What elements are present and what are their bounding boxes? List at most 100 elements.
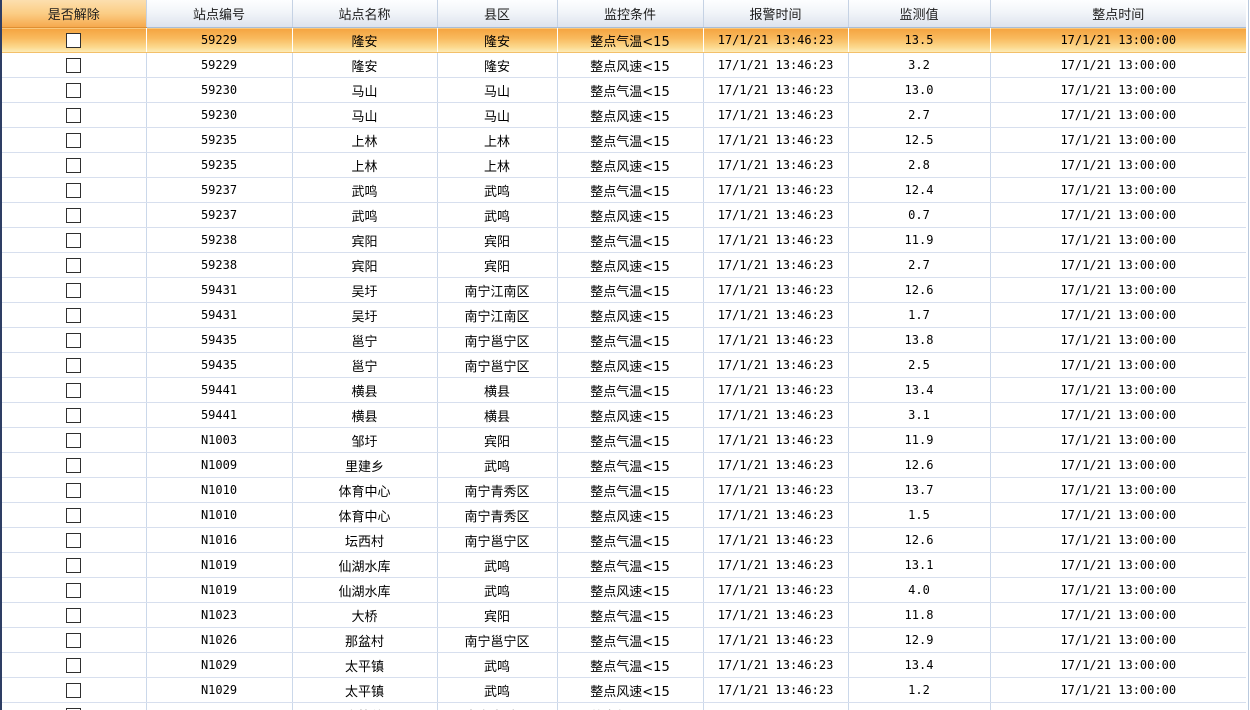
- station-name-cell: 马山: [292, 102, 438, 128]
- release-checkbox[interactable]: [66, 457, 82, 473]
- station-name-cell: 马山: [292, 77, 438, 103]
- table-row[interactable]: 59230 马山 马山 整点气温<15 17/1/21 13:46:23 13.…: [2, 77, 1246, 103]
- release-checkbox[interactable]: [66, 57, 82, 73]
- district-cell: 武鸣: [437, 452, 558, 478]
- hour-time-cell: 17/1/21 13:00:00: [990, 552, 1246, 578]
- release-checkbox[interactable]: [66, 82, 82, 98]
- release-checkbox[interactable]: [66, 507, 82, 523]
- release-cell: [2, 277, 147, 303]
- release-checkbox[interactable]: [66, 707, 82, 710]
- station-id-cell: N1039: [146, 702, 293, 710]
- release-checkbox[interactable]: [66, 382, 82, 398]
- table-row[interactable]: N1039 高箭外 南宁青秀区 整点气温<15 17/1/21 13:46:23…: [2, 702, 1246, 710]
- release-checkbox[interactable]: [66, 257, 82, 273]
- release-cell: [2, 702, 147, 710]
- release-checkbox[interactable]: [66, 632, 82, 648]
- release-checkbox[interactable]: [66, 207, 82, 223]
- release-checkbox[interactable]: [66, 607, 82, 623]
- station-name-cell: 宾阳: [292, 252, 438, 278]
- table-row[interactable]: N1010 体育中心 南宁青秀区 整点气温<15 17/1/21 13:46:2…: [2, 477, 1246, 503]
- release-checkbox[interactable]: [66, 532, 82, 548]
- release-checkbox[interactable]: [66, 307, 82, 323]
- column-header-alarm-time[interactable]: 报警时间: [703, 0, 849, 28]
- table-row[interactable]: 59235 上林 上林 整点风速<15 17/1/21 13:46:23 2.8…: [2, 152, 1246, 178]
- table-row[interactable]: N1010 体育中心 南宁青秀区 整点风速<15 17/1/21 13:46:2…: [2, 502, 1246, 528]
- table-row[interactable]: 59229 隆安 隆安 整点风速<15 17/1/21 13:46:23 3.2…: [2, 52, 1246, 78]
- table-row[interactable]: N1029 太平镇 武鸣 整点气温<15 17/1/21 13:46:23 13…: [2, 652, 1246, 678]
- district-cell: 南宁江南区: [437, 302, 558, 328]
- district-cell: 武鸣: [437, 652, 558, 678]
- table-row[interactable]: N1019 仙湖水库 武鸣 整点气温<15 17/1/21 13:46:23 1…: [2, 552, 1246, 578]
- table-row[interactable]: 59441 横县 横县 整点风速<15 17/1/21 13:46:23 3.1…: [2, 402, 1246, 428]
- release-checkbox[interactable]: [66, 332, 82, 348]
- station-name-cell: 太平镇: [292, 652, 438, 678]
- table-row[interactable]: N1016 坛西村 南宁邕宁区 整点气温<15 17/1/21 13:46:23…: [2, 527, 1246, 553]
- value-cell: 2.8: [848, 152, 991, 178]
- table-row[interactable]: 59435 邕宁 南宁邕宁区 整点气温<15 17/1/21 13:46:23 …: [2, 327, 1246, 353]
- column-header-hour-time[interactable]: 整点时间: [990, 0, 1246, 28]
- column-header-release[interactable]: 是否解除: [2, 0, 147, 28]
- release-checkbox[interactable]: [66, 557, 82, 573]
- release-checkbox[interactable]: [66, 182, 82, 198]
- table-row[interactable]: N1023 大桥 宾阳 整点气温<15 17/1/21 13:46:23 11.…: [2, 602, 1246, 628]
- alarm-time-cell: 17/1/21 13:46:23: [703, 527, 849, 553]
- alarm-time-cell: 17/1/21 13:46:23: [703, 302, 849, 328]
- release-checkbox[interactable]: [66, 107, 82, 123]
- table-row[interactable]: 59238 宾阳 宾阳 整点气温<15 17/1/21 13:46:23 11.…: [2, 227, 1246, 253]
- table-row[interactable]: 59237 武鸣 武鸣 整点风速<15 17/1/21 13:46:23 0.7…: [2, 202, 1246, 228]
- table-row[interactable]: 59235 上林 上林 整点气温<15 17/1/21 13:46:23 12.…: [2, 127, 1246, 153]
- alarm-time-cell: 17/1/21 13:46:23: [703, 402, 849, 428]
- district-cell: 武鸣: [437, 202, 558, 228]
- table-row[interactable]: 59441 横县 横县 整点气温<15 17/1/21 13:46:23 13.…: [2, 377, 1246, 403]
- alarm-time-cell: 17/1/21 13:46:23: [703, 427, 849, 453]
- table-row[interactable]: N1009 里建乡 武鸣 整点气温<15 17/1/21 13:46:23 12…: [2, 452, 1246, 478]
- station-id-cell: 59237: [146, 202, 293, 228]
- release-checkbox[interactable]: [66, 657, 82, 673]
- station-name-cell: 体育中心: [292, 477, 438, 503]
- station-id-cell: 59431: [146, 277, 293, 303]
- header-row: 是否解除 站点编号 站点名称 县区 监控条件 报警时间 监测值 整点时间: [2, 0, 1246, 28]
- district-cell: 横县: [437, 377, 558, 403]
- table-row[interactable]: 59230 马山 马山 整点风速<15 17/1/21 13:46:23 2.7…: [2, 102, 1246, 128]
- release-checkbox[interactable]: [66, 132, 82, 148]
- release-checkbox[interactable]: [66, 682, 82, 698]
- station-id-cell: 59441: [146, 377, 293, 403]
- condition-cell: 整点风速<15: [557, 102, 704, 128]
- district-cell: 南宁江南区: [437, 277, 558, 303]
- table-row[interactable]: N1019 仙湖水库 武鸣 整点风速<15 17/1/21 13:46:23 4…: [2, 577, 1246, 603]
- table-row[interactable]: 59237 武鸣 武鸣 整点气温<15 17/1/21 13:46:23 12.…: [2, 177, 1246, 203]
- release-checkbox[interactable]: [66, 407, 82, 423]
- table-row[interactable]: 59435 邕宁 南宁邕宁区 整点风速<15 17/1/21 13:46:23 …: [2, 352, 1246, 378]
- district-cell: 宾阳: [437, 602, 558, 628]
- release-cell: [2, 552, 147, 578]
- release-checkbox[interactable]: [66, 32, 82, 48]
- table-row[interactable]: N1026 那盆村 南宁邕宁区 整点气温<15 17/1/21 13:46:23…: [2, 627, 1246, 653]
- release-checkbox[interactable]: [66, 432, 82, 448]
- station-name-cell: 邹圩: [292, 427, 438, 453]
- condition-cell: 整点气温<15: [557, 627, 704, 653]
- release-checkbox[interactable]: [66, 282, 82, 298]
- column-header-station-id[interactable]: 站点编号: [146, 0, 293, 28]
- column-header-district[interactable]: 县区: [437, 0, 558, 28]
- table-row[interactable]: 59238 宾阳 宾阳 整点风速<15 17/1/21 13:46:23 2.7…: [2, 252, 1246, 278]
- condition-cell: 整点风速<15: [557, 302, 704, 328]
- release-checkbox[interactable]: [66, 157, 82, 173]
- column-header-station-name[interactable]: 站点名称: [292, 0, 438, 28]
- value-cell: 13.4: [848, 702, 991, 710]
- district-cell: 南宁青秀区: [437, 477, 558, 503]
- release-cell: [2, 202, 147, 228]
- table-row[interactable]: 59431 吴圩 南宁江南区 整点气温<15 17/1/21 13:46:23 …: [2, 277, 1246, 303]
- condition-cell: 整点气温<15: [557, 177, 704, 203]
- table-row[interactable]: 59229 隆安 隆安 整点气温<15 17/1/21 13:46:23 13.…: [2, 27, 1246, 53]
- release-checkbox[interactable]: [66, 482, 82, 498]
- table-row[interactable]: 59431 吴圩 南宁江南区 整点风速<15 17/1/21 13:46:23 …: [2, 302, 1246, 328]
- release-checkbox[interactable]: [66, 582, 82, 598]
- column-header-condition[interactable]: 监控条件: [557, 0, 704, 28]
- release-checkbox[interactable]: [66, 232, 82, 248]
- release-cell: [2, 677, 147, 703]
- table-row[interactable]: N1003 邹圩 宾阳 整点气温<15 17/1/21 13:46:23 11.…: [2, 427, 1246, 453]
- hour-time-cell: 17/1/21 13:00:00: [990, 202, 1246, 228]
- release-checkbox[interactable]: [66, 357, 82, 373]
- table-row[interactable]: N1029 太平镇 武鸣 整点风速<15 17/1/21 13:46:23 1.…: [2, 677, 1246, 703]
- column-header-value[interactable]: 监测值: [848, 0, 991, 28]
